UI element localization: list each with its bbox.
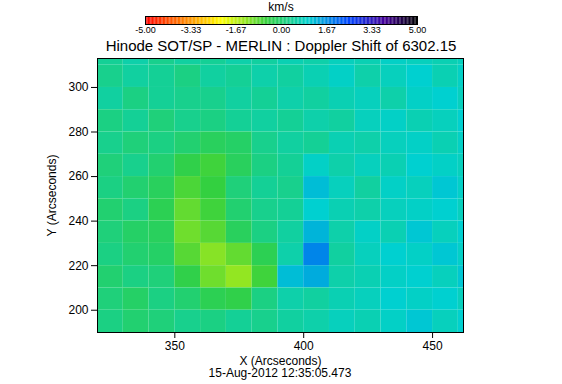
html-text:Hinode SOT/SP - MERLIN : Doppl: Hinode SOT/SP - MERLIN : Doppler Shift o… xyxy=(105,37,457,54)
svg-text:450: 450 xyxy=(423,339,443,353)
svg-text:260: 260 xyxy=(68,169,88,183)
html-text:15-Aug-2012 12:35:05.473: 15-Aug-2012 12:35:05.473 xyxy=(208,366,352,380)
svg-text:-1.67: -1.67 xyxy=(226,25,247,35)
svg-text:280: 280 xyxy=(68,125,88,139)
svg-text:1.67: 1.67 xyxy=(318,25,336,35)
svg-text:3.33: 3.33 xyxy=(363,25,381,35)
svg-text:300: 300 xyxy=(68,80,88,94)
svg-text:Y (Arcseconds): Y (Arcseconds) xyxy=(45,155,59,237)
html-text:km/s: km/s xyxy=(268,0,294,14)
svg-text:X (Arcseconds): X (Arcseconds) xyxy=(239,354,321,368)
svg-text:0.00: 0.00 xyxy=(273,25,291,35)
svg-text:240: 240 xyxy=(68,214,88,228)
svg-text:-5.00: -5.00 xyxy=(135,25,156,35)
svg-text:200: 200 xyxy=(68,303,88,317)
svg-text:350: 350 xyxy=(165,339,185,353)
svg-text:5.00: 5.00 xyxy=(409,25,427,35)
svg-text:220: 220 xyxy=(68,259,88,273)
svg-text:400: 400 xyxy=(294,339,314,353)
svg-text:-3.33: -3.33 xyxy=(181,25,202,35)
